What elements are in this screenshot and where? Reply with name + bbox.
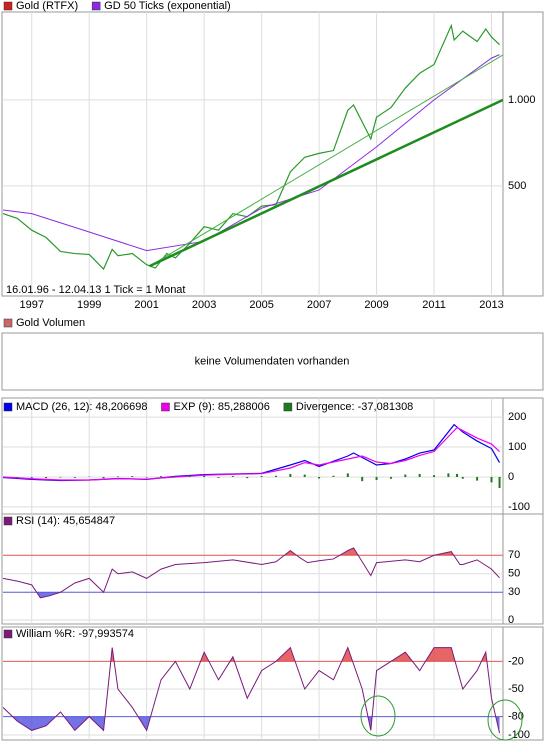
plot-layer (3, 23, 503, 271)
legend-swatch (3, 629, 13, 639)
y-tick-label: 200 (508, 411, 526, 423)
panel-frame (1, 513, 544, 625)
legend-swatch (3, 318, 13, 328)
divergence-bar (303, 474, 306, 477)
x-tick-label: 2003 (192, 299, 216, 311)
legend-label: MACD (26, 12): 48,206698 (16, 401, 147, 413)
series-line (3, 646, 501, 734)
divergence-bar (174, 475, 177, 477)
divergence-bar (16, 476, 19, 478)
x-tick-label: 2011 (422, 299, 446, 311)
x-tick-label: 2005 (249, 299, 273, 311)
y-tick-label: -50 (508, 683, 524, 695)
divergence-bar (447, 473, 450, 477)
legend-label: Divergence: -37,081308 (296, 401, 413, 413)
legend-label: Gold Volumen (16, 317, 85, 329)
panel-frame (1, 397, 544, 515)
divergence-bar (131, 476, 134, 477)
legend-label: GD 50 Ticks (exponential) (104, 0, 231, 12)
divergence-bar (116, 476, 119, 477)
legend-swatch (161, 402, 170, 412)
series-line (3, 426, 500, 481)
divergence-bar (418, 473, 421, 477)
legend-swatch (91, 1, 101, 11)
legend-label: EXP (9): 85,288006 (173, 401, 269, 413)
divergence-bar (389, 476, 392, 479)
series-line (149, 98, 503, 268)
legend-label: Gold (RTFX) (16, 0, 78, 12)
threshold-fill (3, 547, 500, 556)
panel-frame (1, 626, 544, 741)
annotation: 16.01.96 - 12.04.13 1 Tick = 1 Monat (6, 284, 185, 296)
divergence-bar (274, 475, 277, 477)
divergence-bar (404, 474, 407, 477)
y-tick-label: -80 (508, 711, 524, 723)
plot-layer (3, 547, 503, 599)
series-line (3, 54, 500, 252)
divergence-bar (145, 476, 148, 478)
y-tick-label: -20 (508, 655, 524, 667)
divergence-bar (318, 476, 321, 479)
y-tick-label: -100 (508, 501, 530, 513)
legend-label: RSI (14): 45,654847 (16, 515, 115, 527)
divergence-bar (30, 476, 33, 478)
threshold-fill (110, 647, 487, 662)
divergence-bar (332, 475, 335, 477)
note: keine Volumendaten vorhanden (195, 355, 350, 367)
divergence-bar (361, 476, 364, 482)
highlight-circle (487, 699, 523, 741)
legend-swatch (3, 1, 13, 11)
divergence-bar (246, 476, 249, 479)
divergence-bar (188, 476, 191, 477)
divergence-bar (59, 476, 62, 478)
divergence-bar (498, 476, 501, 489)
divergence-bar (73, 476, 76, 478)
x-tick-label: 1999 (77, 299, 101, 311)
divergence-bar (461, 476, 464, 479)
y-tick-label: 70 (508, 549, 520, 561)
series-line (3, 423, 501, 482)
series-line (3, 23, 500, 271)
legend-swatch (3, 402, 13, 412)
divergence-bar (346, 473, 349, 477)
x-tick-label: 2013 (479, 299, 503, 311)
panel-frame (1, 332, 544, 391)
y-tick-label: 1.000 (508, 94, 536, 106)
divergence-bar (45, 476, 48, 479)
divergence-bar (476, 476, 479, 481)
divergence-bar (456, 473, 459, 477)
divergence-bar (490, 476, 493, 483)
x-tick-label: 1997 (19, 299, 43, 311)
x-tick-label: 2001 (134, 299, 158, 311)
highlight-circle (360, 695, 396, 737)
threshold-fill (3, 716, 500, 734)
divergence-bar (203, 475, 206, 477)
threshold-fill (3, 592, 500, 598)
y-tick-label: 50 (508, 568, 520, 580)
divergence-bar (375, 476, 378, 480)
panel-frame (1, 11, 544, 297)
divergence-bar (102, 476, 105, 479)
legend-swatch (283, 402, 293, 412)
plot-layer (3, 646, 503, 734)
plot-layer (3, 423, 501, 489)
y-tick-label: 100 (508, 441, 526, 453)
divergence-bar (160, 476, 163, 477)
series-line (149, 54, 503, 267)
x-tick-label: 2007 (307, 299, 331, 311)
divergence-bar (217, 476, 220, 478)
y-tick-label: 30 (508, 586, 520, 598)
divergence-bar (289, 473, 292, 477)
divergence-bar (433, 475, 436, 477)
y-tick-label: 500 (508, 180, 526, 192)
y-tick-label: 0 (508, 471, 514, 483)
legend-swatch (3, 516, 13, 526)
divergence-bar (260, 476, 263, 477)
y-tick-label: 0 (508, 614, 514, 626)
series-line (3, 547, 500, 599)
x-tick-label: 2009 (364, 299, 388, 311)
legend-label: William %R: -97,993574 (16, 628, 134, 640)
divergence-bar (231, 476, 234, 477)
